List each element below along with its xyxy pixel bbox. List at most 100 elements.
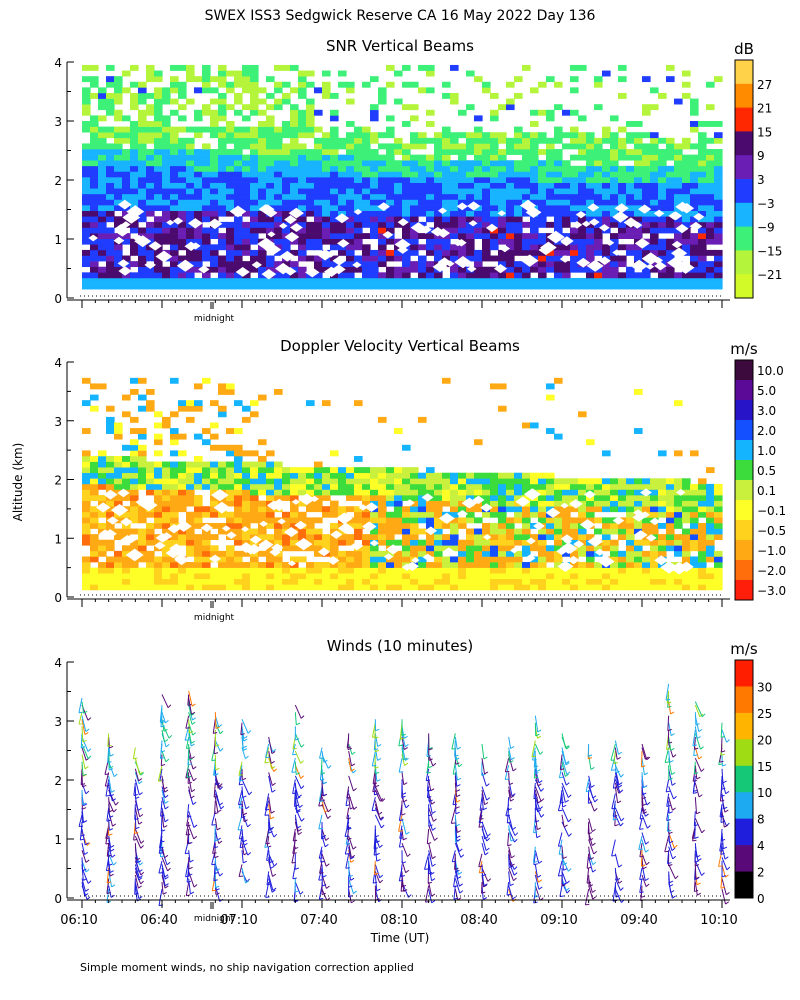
snr-cell — [106, 277, 115, 284]
snr-cell — [562, 199, 571, 206]
doppler-cell — [82, 522, 91, 529]
snr-cell — [138, 182, 147, 189]
doppler-cell — [234, 444, 243, 451]
snr-cell — [370, 177, 379, 183]
snr-cell — [282, 227, 291, 234]
snr-cell — [322, 160, 331, 167]
doppler-cell — [586, 545, 595, 552]
snr-cell — [218, 115, 227, 122]
snr-cell — [602, 177, 611, 183]
snr-cell — [666, 199, 675, 206]
snr-cell — [234, 266, 243, 273]
doppler-cell — [250, 562, 259, 568]
snr-cell — [146, 154, 155, 161]
snr-cell — [194, 193, 203, 200]
doppler-cell — [410, 539, 419, 546]
doppler-cell — [266, 478, 275, 485]
wind-barb — [132, 747, 136, 759]
doppler-cell — [418, 500, 427, 507]
snr-gap — [675, 223, 689, 234]
snr-cell — [610, 149, 619, 155]
snr-cell — [570, 233, 579, 240]
wind-barb-flag — [212, 889, 217, 892]
doppler-cell — [186, 511, 195, 518]
snr-cell — [682, 272, 691, 279]
snr-cell — [618, 188, 627, 195]
snr-cell — [130, 171, 139, 178]
snr-cell — [354, 233, 363, 240]
snr-cell — [666, 227, 675, 234]
snr-gap — [493, 264, 508, 274]
snr-cell — [114, 87, 123, 94]
doppler-gap — [271, 543, 284, 552]
doppler-cell — [698, 528, 707, 535]
snr-cell — [250, 193, 259, 200]
doppler-cell — [274, 522, 283, 529]
midnight-label: midnight — [194, 613, 235, 623]
doppler-cell — [178, 400, 187, 407]
doppler-cell — [154, 411, 163, 418]
doppler-cell — [338, 472, 347, 479]
doppler-cell — [114, 584, 123, 591]
doppler-cell — [306, 584, 315, 591]
snr-cell — [458, 221, 467, 228]
wind-barb-flag — [113, 808, 117, 813]
snr-cell — [394, 137, 403, 144]
snr-cell — [274, 221, 283, 228]
snr-cell — [154, 115, 163, 122]
doppler-cell — [194, 478, 203, 485]
doppler-cell — [418, 528, 427, 535]
doppler-cell — [554, 506, 563, 513]
snr-cell — [250, 238, 259, 245]
wind-barb-flag — [164, 854, 169, 859]
snr-cell — [122, 126, 131, 133]
doppler-cell — [186, 489, 195, 496]
snr-cell — [586, 137, 595, 144]
doppler-cell — [410, 584, 419, 591]
snr-cell — [354, 177, 363, 183]
doppler-gap — [169, 543, 184, 554]
doppler-cell — [410, 517, 419, 524]
doppler-cell — [114, 422, 123, 429]
snr-cell — [282, 272, 291, 279]
colorbar-frame — [734, 359, 754, 601]
snr-cell — [650, 227, 659, 234]
doppler-cell — [450, 522, 459, 529]
snr-cell — [226, 261, 235, 268]
doppler-cell — [186, 573, 195, 580]
snr-cell — [466, 70, 475, 77]
doppler-gap — [633, 530, 648, 540]
snr-cell — [290, 272, 299, 279]
doppler-cell — [138, 584, 147, 591]
snr-cell — [378, 154, 387, 161]
doppler-cell — [634, 550, 643, 557]
doppler-cell — [258, 483, 267, 490]
doppler-cell — [82, 573, 91, 580]
doppler-cell — [226, 461, 235, 468]
snr-cell — [546, 277, 555, 284]
snr-cell — [594, 104, 603, 111]
doppler-cell — [370, 567, 379, 574]
snr-cell — [522, 188, 531, 195]
snr-cell — [506, 81, 515, 88]
snr-cell — [658, 277, 667, 284]
y-tick-label: 2 — [54, 474, 62, 488]
snr-cell — [554, 277, 563, 284]
snr-gap — [122, 211, 141, 224]
doppler-cell — [354, 483, 363, 490]
doppler-cell — [522, 472, 531, 479]
doppler-cell — [650, 573, 659, 580]
snr-cell — [578, 199, 587, 206]
snr-cell — [314, 188, 323, 195]
wind-barb-flag — [161, 763, 166, 767]
snr-cell — [242, 193, 251, 200]
wind-barb-flag — [160, 720, 165, 723]
snr-cell — [386, 221, 395, 228]
snr-cell — [450, 249, 459, 256]
snr-cell — [82, 160, 91, 167]
doppler-cell — [186, 461, 195, 468]
doppler-cell — [258, 500, 267, 507]
doppler-cell — [682, 500, 691, 507]
snr-cell — [298, 126, 307, 133]
snr-cell — [298, 154, 307, 161]
